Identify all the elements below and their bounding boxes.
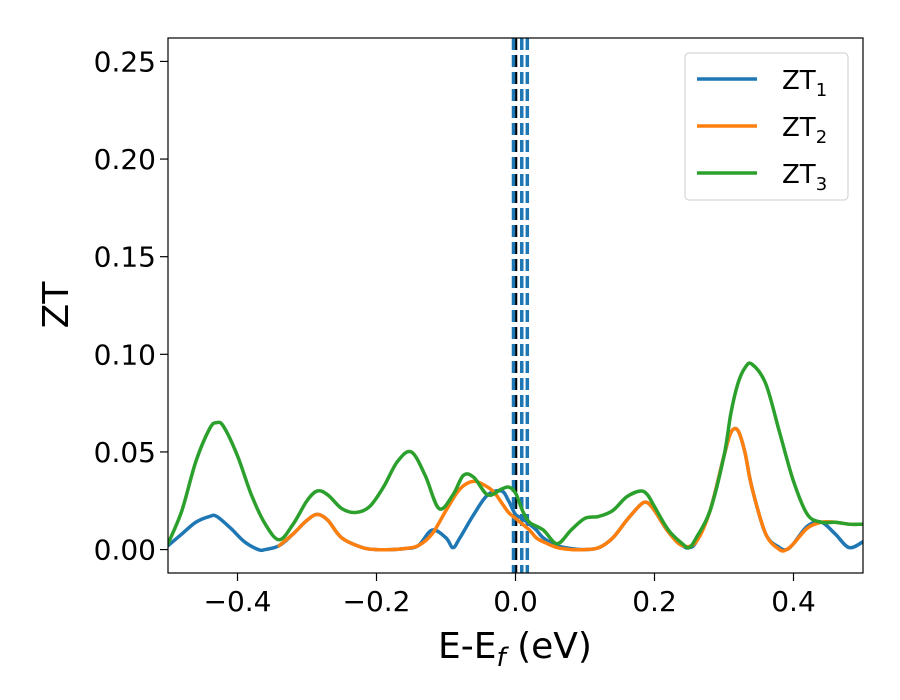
x-tick-label: −0.4 bbox=[204, 585, 272, 618]
legend-label-zt1: ZT1 bbox=[782, 66, 827, 101]
y-axis: 0.00 0.05 0.10 0.15 0.20 0.25 bbox=[94, 45, 168, 567]
legend-label-zt2: ZT2 bbox=[782, 113, 827, 148]
x-axis-label: E-Ef (eV) bbox=[438, 626, 592, 673]
y-tick-label: 0.25 bbox=[94, 45, 156, 78]
y-axis-label: ZT bbox=[36, 281, 77, 329]
x-tick-label: 0.0 bbox=[493, 585, 538, 618]
y-tick-label: 0.10 bbox=[94, 338, 156, 371]
legend-label-zt3: ZT3 bbox=[782, 160, 827, 195]
x-tick-label: −0.2 bbox=[343, 585, 411, 618]
x-axis: −0.4 −0.2 0.0 0.2 0.4 bbox=[204, 573, 816, 618]
series-lines bbox=[168, 361, 863, 553]
y-tick-label: 0.00 bbox=[94, 534, 156, 567]
y-tick-label: 0.20 bbox=[94, 143, 156, 176]
series-line-zt2 bbox=[277, 426, 863, 553]
reference-lines bbox=[511, 38, 530, 573]
series-line-zt3 bbox=[168, 361, 863, 550]
legend: ZT1 ZT2 ZT3 bbox=[684, 52, 849, 201]
x-tick-label: 0.4 bbox=[771, 585, 816, 618]
legend-frame bbox=[684, 52, 849, 201]
x-tick-label: 0.2 bbox=[632, 585, 677, 618]
y-tick-label: 0.15 bbox=[94, 241, 156, 274]
y-tick-label: 0.05 bbox=[94, 436, 156, 469]
